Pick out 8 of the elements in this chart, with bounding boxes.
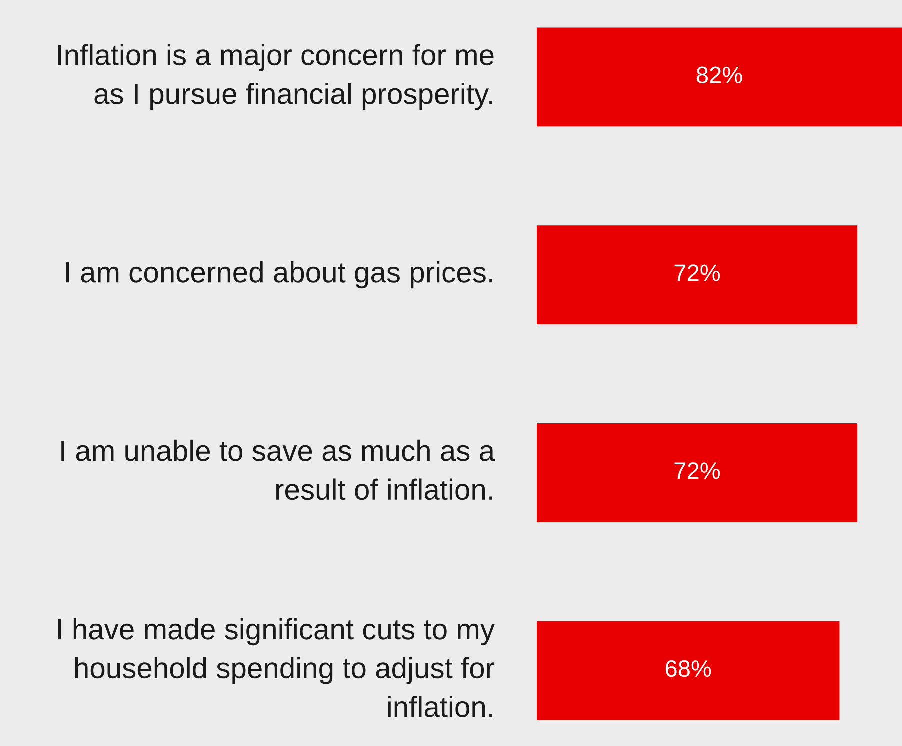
y-tick-label: I have made significant cuts to my household spending to adjust for inflation.: [58, 618, 495, 718]
data-label: 68%: [666, 660, 712, 678]
data-label: 72%: [674, 264, 720, 282]
data-label: 72%: [674, 462, 720, 480]
y-tick-label: I am unable to save as much as a result of inflation.: [62, 440, 496, 500]
y-tick-label: Inflation is a major concern for me as I pursue financial prosperity.: [58, 44, 494, 110]
y-tick-label: I am concerned about gas prices.: [66, 261, 492, 289]
data-label: 82%: [696, 66, 742, 84]
